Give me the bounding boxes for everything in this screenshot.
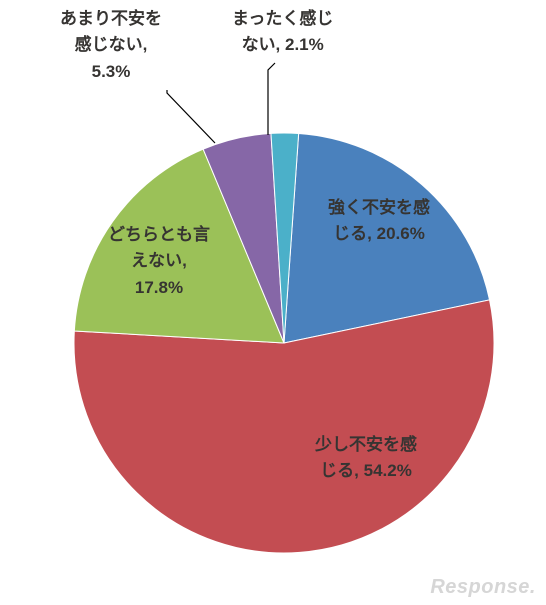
slice-label: 強く不安を感 じる, 20.6% [328, 195, 430, 248]
leader-line [268, 63, 275, 135]
watermark-text: Response. [430, 576, 536, 598]
pie-chart-container: Response. 強く不安を感 じる, 20.6% 少し不安を感 じる, 54.… [0, 0, 546, 605]
slice-label: どちらとも言 えない, 17.8% [108, 222, 210, 301]
slice-label: まったく感じ ない, 2.1% [232, 6, 333, 59]
slice-label: あまり不安を 感じない, 5.3% [60, 6, 162, 85]
watermark: Response. [430, 576, 536, 599]
slice-label: 少し不安を感 じる, 54.2% [315, 432, 417, 485]
pie-chart-svg [0, 0, 546, 605]
leader-line [167, 90, 215, 143]
